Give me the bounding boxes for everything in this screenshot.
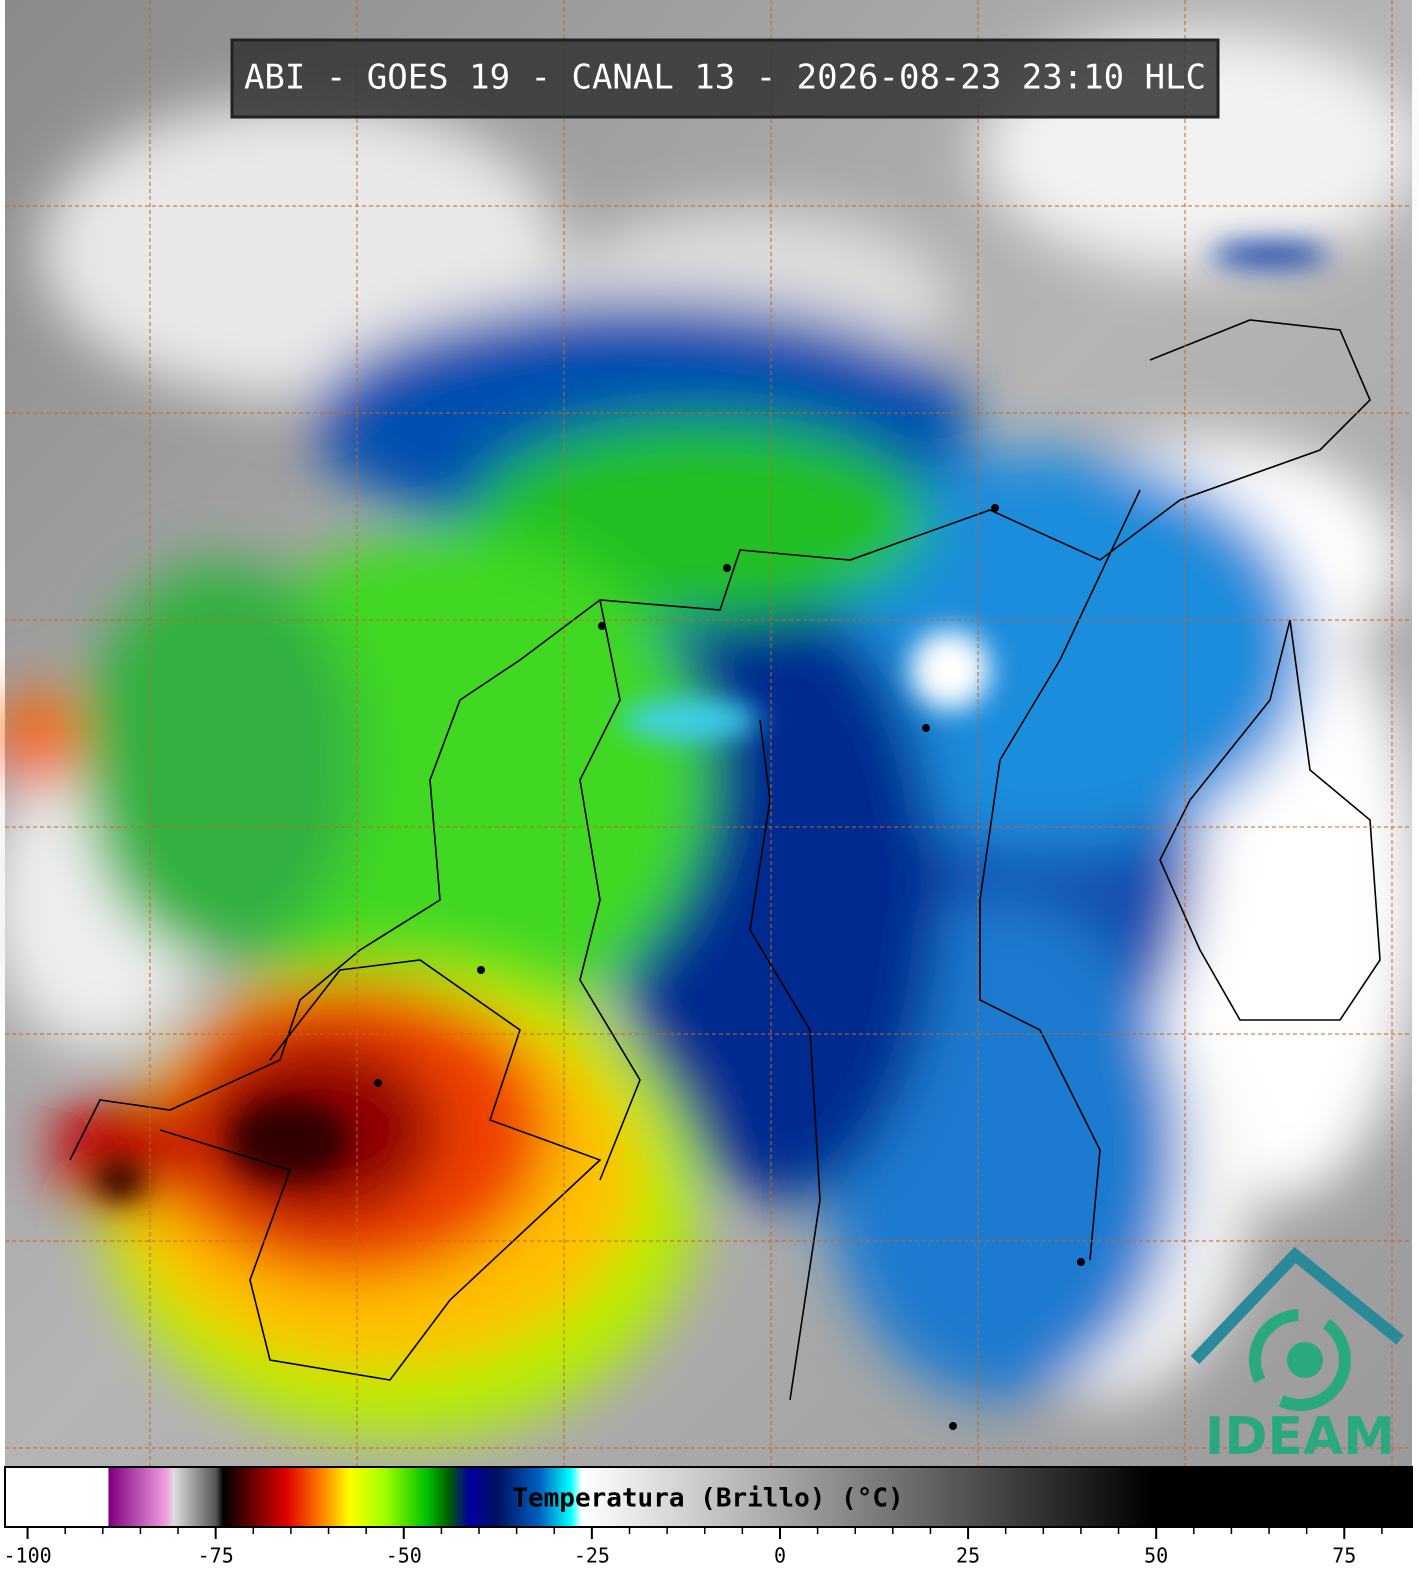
logo: IDEAM: [1190, 1246, 1404, 1467]
tick-label: -25: [574, 1544, 610, 1568]
tick-label: 0: [774, 1544, 786, 1568]
colorbar: Temperatura (Brillo) (°C) -100 -75 -50 -25 0…: [3, 1466, 1413, 1568]
tick-label: -75: [198, 1544, 234, 1568]
logo-text: IDEAM: [1205, 1407, 1395, 1467]
colorbar-label: Temperatura (Brillo) (°C): [512, 1484, 903, 1514]
tick-label: -50: [386, 1544, 422, 1568]
satellite-image: [0, 0, 1419, 1467]
tick-label: 25: [956, 1544, 980, 1568]
title: ABI - GOES 19 - CANAL 13 - 2026-08-23 23…: [244, 58, 1206, 98]
tick-label: -100: [3, 1544, 51, 1568]
tick-label: 50: [1144, 1544, 1168, 1568]
tick-label: 75: [1332, 1544, 1356, 1568]
title-box: ABI - GOES 19 - CANAL 13 - 2026-08-23 23…: [230, 38, 1220, 119]
